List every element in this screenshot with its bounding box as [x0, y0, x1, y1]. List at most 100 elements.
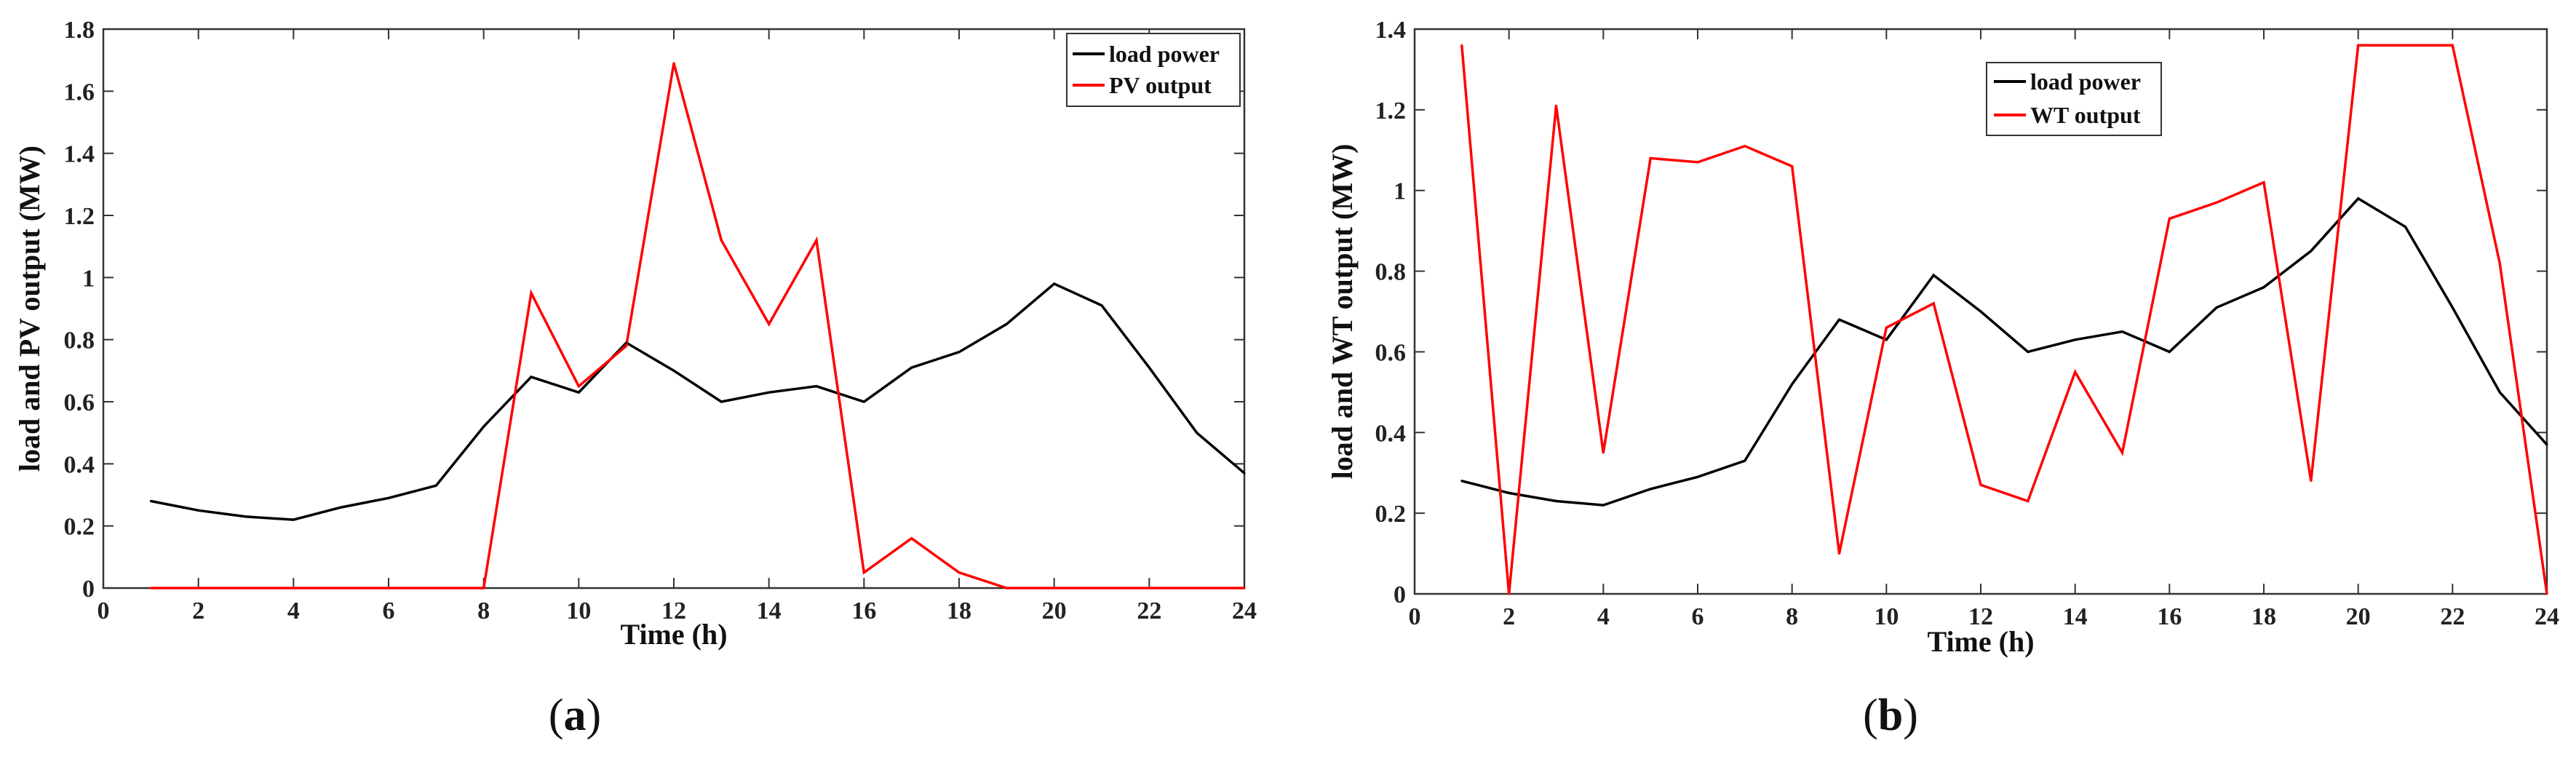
series-line-wt-output-b: [1460, 44, 2548, 595]
data-point-load-power-b: [2310, 250, 2313, 253]
x-tick-label-b: 12: [1968, 603, 1993, 630]
x-tick-label-b: 20: [2346, 603, 2371, 630]
data-point-pv-output-a: [245, 587, 247, 590]
x-tick-label-a: 6: [383, 598, 395, 624]
x-tick-label-a: 24: [1232, 598, 1257, 624]
data-point-wt-output-b: [2074, 370, 2077, 373]
data-point-load-power-a: [577, 391, 580, 394]
data-point-wt-output-b: [1932, 302, 1935, 305]
y-tick-label-a: 0.2: [64, 514, 95, 541]
legend-label-pv-output-a: PV output: [1109, 72, 1212, 98]
y-tick-label-a: 1: [82, 265, 95, 292]
y-tick-label-a: 0: [82, 576, 95, 603]
x-tick-label-b: 4: [1597, 603, 1610, 630]
y-axis-title-a: load and PV output (MW): [13, 146, 46, 472]
data-point-load-power-b: [1885, 338, 1888, 341]
data-point-load-power-b: [2451, 306, 2454, 309]
data-point-pv-output-a: [958, 571, 961, 574]
series-line-pv-output-a: [151, 63, 1244, 590]
data-point-load-power-b: [1979, 310, 1982, 313]
data-points-b: [1460, 44, 2548, 595]
data-point-pv-output-a: [1100, 587, 1103, 590]
data-point-pv-output-a: [910, 537, 913, 540]
data-point-wt-output-b: [1885, 326, 1888, 329]
data-point-load-power-b: [2545, 443, 2548, 446]
data-point-wt-output-b: [1555, 104, 1557, 107]
data-point-load-power-a: [340, 506, 343, 509]
panel-label-close-b: ): [1903, 691, 1918, 740]
y-tick-label-b: 1.4: [1375, 17, 1407, 44]
data-point-wt-output-b: [2498, 262, 2501, 264]
x-tick-label-a: 4: [287, 598, 300, 624]
x-tick-label-a: 22: [1137, 598, 1161, 624]
y-tick-label-a: 0.4: [64, 451, 95, 478]
data-point-load-power-a: [1005, 322, 1008, 325]
chart-panel-b: 0 2 4 6 8 10 12 14 16 18 20 22 2400.20.40.60.811.21.…: [1326, 17, 2559, 740]
x-tick-label-a: 16: [851, 598, 876, 624]
data-point-load-power-a: [862, 400, 865, 403]
data-point-load-power-b: [1744, 459, 1746, 462]
data-point-load-power-a: [482, 425, 485, 428]
x-tick-label-b: 10: [1874, 603, 1899, 630]
data-point-load-power-a: [1148, 366, 1150, 369]
data-point-wt-output-b: [1508, 592, 1511, 595]
series-line-load-power-a: [150, 282, 1246, 521]
axis-ticks-b: 0 2 4 6 8 10 12 14 16 18 20 22 2400.20.40.60.811.21.…: [1375, 17, 2560, 630]
data-point-load-power-a: [149, 500, 152, 502]
data-point-pv-output-a: [625, 344, 628, 347]
y-tick-label-b: 0.2: [1375, 501, 1407, 528]
data-point-wt-output-b: [2404, 44, 2406, 47]
data-point-load-power-a: [958, 351, 961, 354]
data-point-wt-output-b: [1979, 483, 1982, 486]
data-point-load-power-a: [1196, 432, 1198, 434]
data-point-load-power-b: [2357, 197, 2360, 200]
data-point-pv-output-a: [149, 587, 152, 590]
legend-label-load-power-b: load power: [2030, 68, 2141, 95]
x-tick-label-b: 22: [2440, 603, 2465, 630]
panel-label-b: (b): [1863, 691, 1918, 740]
data-point-load-power-b: [2168, 350, 2171, 353]
data-point-load-power-b: [1508, 491, 1511, 494]
data-point-load-power-a: [434, 484, 437, 487]
data-point-wt-output-b: [1649, 156, 1652, 159]
data-point-pv-output-a: [387, 587, 390, 590]
plot-area-a: [102, 28, 1246, 590]
data-point-pv-output-a: [815, 239, 818, 242]
x-tick-label-b: 8: [1786, 603, 1798, 630]
data-point-load-power-b: [1838, 318, 1840, 321]
axis-ticks-a: 0 2 4 6 8 10 12 14 16 18 20 22 2400.20.40.60.811.21.…: [64, 17, 1257, 624]
data-point-load-power-b: [2027, 350, 2030, 353]
x-tick-label-a: 2: [192, 598, 204, 624]
x-axis-title-a: Time (h): [620, 618, 727, 651]
x-tick-label-a: 12: [661, 598, 686, 624]
x-tick-label-a: 20: [1042, 598, 1067, 624]
legend-label-load-power-a: load power: [1109, 41, 1220, 67]
data-point-load-power-a: [530, 376, 533, 378]
data-point-load-power-b: [1932, 274, 1935, 277]
legend-b: load power WT output: [1986, 62, 2162, 136]
data-point-pv-output-a: [672, 62, 675, 65]
series-lines-a: [150, 63, 1246, 590]
data-point-load-power-a: [292, 518, 295, 521]
data-point-load-power-a: [625, 341, 628, 344]
data-point-wt-output-b: [2121, 451, 2123, 454]
data-point-pv-output-a: [1196, 587, 1198, 590]
data-point-wt-output-b: [1744, 145, 1746, 148]
data-point-load-power-b: [2215, 306, 2218, 309]
data-point-pv-output-a: [1243, 587, 1246, 590]
data-point-pv-output-a: [862, 571, 865, 574]
data-point-pv-output-a: [1053, 587, 1056, 590]
legend-a: load power PV output: [1066, 33, 1241, 107]
y-tick-label-a: 1.2: [64, 203, 95, 230]
data-point-load-power-a: [768, 391, 771, 394]
legend-box-a: [1066, 33, 1241, 107]
data-point-load-power-b: [1791, 383, 1794, 386]
x-tick-label-a: 8: [477, 598, 490, 624]
data-point-load-power-b: [2498, 391, 2501, 394]
data-point-load-power-b: [2074, 338, 2077, 341]
x-tick-label-b: 14: [2063, 603, 2088, 630]
data-point-wt-output-b: [2310, 480, 2313, 483]
data-point-load-power-b: [1696, 475, 1699, 478]
data-point-load-power-a: [1243, 472, 1246, 475]
